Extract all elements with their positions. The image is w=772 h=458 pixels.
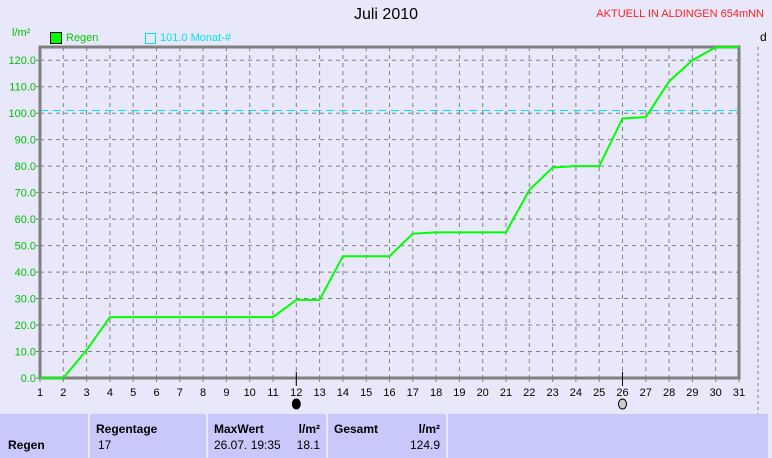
- x-tick-label: 4: [107, 387, 113, 399]
- x-tick-label: 19: [453, 387, 465, 399]
- x-tick-label: 1: [37, 387, 43, 399]
- row-label: Regen: [8, 438, 45, 452]
- legend-monat: 101.0 Monat-#: [145, 32, 231, 44]
- legend-regen: Regen: [50, 32, 98, 44]
- x-tick-label: 10: [244, 387, 256, 399]
- x-tick-label: 22: [523, 387, 535, 399]
- y-tick-label: 50.0: [15, 241, 36, 253]
- x-tick-label: 7: [177, 387, 183, 399]
- x-tick-label: 24: [570, 387, 582, 399]
- x-tick-label: 18: [430, 387, 442, 399]
- y-tick-label: 60.0: [15, 214, 36, 226]
- x-tick-label: 17: [407, 387, 419, 399]
- x-tick-label: 2: [60, 387, 66, 399]
- gesamt-value: 124.9: [409, 438, 440, 452]
- x-tick-label: 8: [200, 387, 206, 399]
- x-tick-label: 11: [267, 387, 278, 399]
- x-tick-label: 13: [313, 387, 325, 399]
- regentage-cell: Regentage 17: [90, 414, 208, 458]
- x-tick-label: 3: [84, 387, 90, 399]
- legend-swatch: [145, 32, 156, 44]
- y-tick-label: 10.0: [15, 347, 36, 359]
- chart-title: Juli 2010: [353, 6, 419, 23]
- series-line-regen: [40, 46, 739, 379]
- rain-chart: 1 2 3 4 5 6 7 8 9 10 11 12 13 14 15 16 17 18 19 20 21 22 23 24 2…: [8, 45, 759, 414]
- y-tick-label: 100.0: [8, 108, 36, 120]
- y-tick-label: 110.0: [9, 82, 36, 94]
- plot-border: [38, 45, 741, 380]
- x-tick-label: 27: [640, 387, 652, 399]
- y-tick-label: 120.0: [8, 55, 36, 67]
- y-tick-label: 70.0: [15, 188, 36, 200]
- x-tick-label: 6: [153, 387, 159, 399]
- regentage-header: Regentage: [96, 422, 158, 436]
- x-tick-label: 25: [593, 387, 605, 399]
- legend-label: 101.0 Monat-#: [160, 32, 231, 44]
- legend-swatch: [50, 32, 62, 44]
- x-tick-label: 12: [290, 387, 302, 399]
- gesamt-cell: Gesamt l/m² 124.9: [328, 414, 448, 458]
- y-tick-label: 0.0: [21, 373, 36, 385]
- x-tick-label: 23: [546, 387, 558, 399]
- x-tick-label: 5: [130, 387, 136, 399]
- maxwert-date: 26.07. 19:35: [214, 438, 281, 452]
- legend-label: Regen: [66, 32, 99, 44]
- maxwert-cell: MaxWert l/m² 26.07. 19:35 18.1: [208, 414, 328, 458]
- empty-cell: [448, 414, 770, 458]
- y-tick-label: 80.0: [15, 161, 36, 173]
- x-tick-label: 26: [616, 387, 628, 399]
- x-tick-label: 21: [500, 387, 512, 399]
- gesamt-header: Gesamt: [334, 422, 379, 436]
- x-tick-label: 15: [360, 387, 372, 399]
- y-tick-label: 90.0: [15, 135, 36, 147]
- x-tick-label: 30: [710, 387, 722, 399]
- gesamt-unit: l/m²: [418, 422, 440, 436]
- new-moon-icon: [618, 398, 627, 410]
- regentage-value: 17: [98, 438, 112, 452]
- station-label: AKTUELL IN ALDINGEN 654mNN: [596, 8, 764, 20]
- x-tick-label: 28: [663, 387, 675, 399]
- x-tick-label: 29: [686, 387, 698, 399]
- y-tick-label: 20.0: [15, 320, 36, 332]
- summary-table: Regen Regentage 17 MaxWert l/m² 26.07. 1…: [0, 414, 770, 458]
- y-tick-label: 30.0: [15, 294, 36, 306]
- right-panel-label: d: [760, 30, 767, 44]
- maxwert-header: MaxWert: [214, 422, 264, 436]
- x-tick-label: 16: [383, 387, 395, 399]
- maxwert-unit: l/m²: [298, 422, 320, 436]
- full-moon-icon: [291, 398, 301, 410]
- y-tick-label: 40.0: [15, 267, 36, 279]
- x-tick-label: 14: [337, 387, 349, 399]
- maxwert-value: 18.1: [296, 438, 320, 452]
- row-label-cell: Regen: [0, 414, 90, 458]
- x-tick-label: 9: [223, 387, 229, 399]
- x-tick-label: 20: [477, 387, 489, 399]
- y-axis-label: l/m²: [12, 27, 31, 39]
- x-tick-label: 31: [733, 387, 745, 399]
